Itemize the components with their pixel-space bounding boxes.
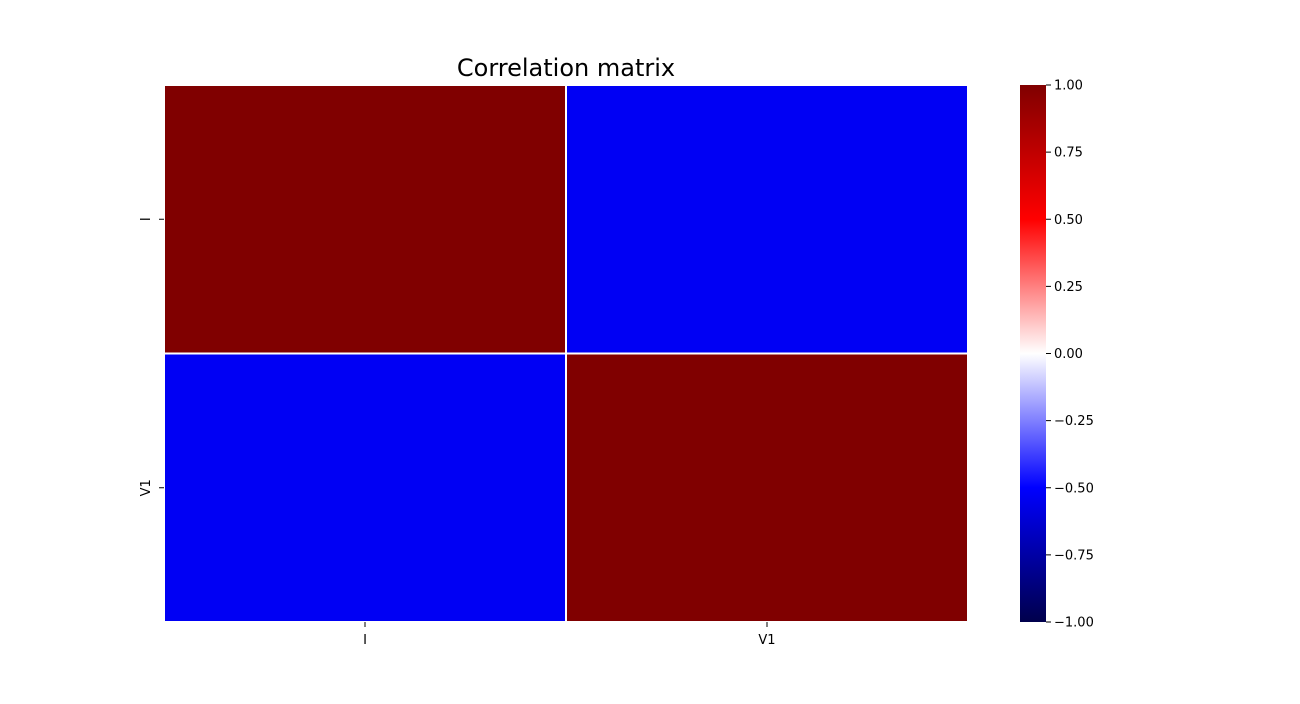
- heatmap-cells: [163, 84, 969, 623]
- x-axis: I V1: [363, 622, 776, 648]
- heatmap-cell-V1-V1: [565, 352, 969, 623]
- colorbar-tick-label: −0.25: [1054, 414, 1094, 429]
- x-tick-label: V1: [758, 633, 775, 648]
- y-tick-label: I: [139, 217, 154, 221]
- colorbar-tick-label: 0.25: [1054, 280, 1083, 295]
- colorbar-tick-label: 0.75: [1054, 146, 1083, 161]
- x-tick-label: I: [363, 633, 367, 648]
- heatmap-cell-I-I: [163, 84, 567, 355]
- colorbar-tick-label: 1.00: [1054, 79, 1083, 94]
- heatmap-cell-I-V1: [565, 84, 969, 355]
- chart-title: Correlation matrix: [457, 54, 675, 82]
- colorbar-tick-label: −1.00: [1054, 616, 1094, 631]
- y-axis: I V1: [139, 217, 164, 496]
- heatmap-cell-V1-I: [163, 352, 567, 623]
- colorbar-tick-label: 0.00: [1054, 347, 1083, 362]
- colorbar-tick-label: 0.50: [1054, 213, 1083, 228]
- y-tick-label: V1: [139, 479, 154, 496]
- colorbar: 1.00 0.75 0.50 0.25 0.00 −0.25 −0.50 −0.75 −1.00: [1020, 79, 1094, 631]
- colorbar-tick-label: −0.75: [1054, 548, 1094, 563]
- colorbar-gradient: [1020, 85, 1046, 622]
- colorbar-tick-label: −0.50: [1054, 481, 1094, 496]
